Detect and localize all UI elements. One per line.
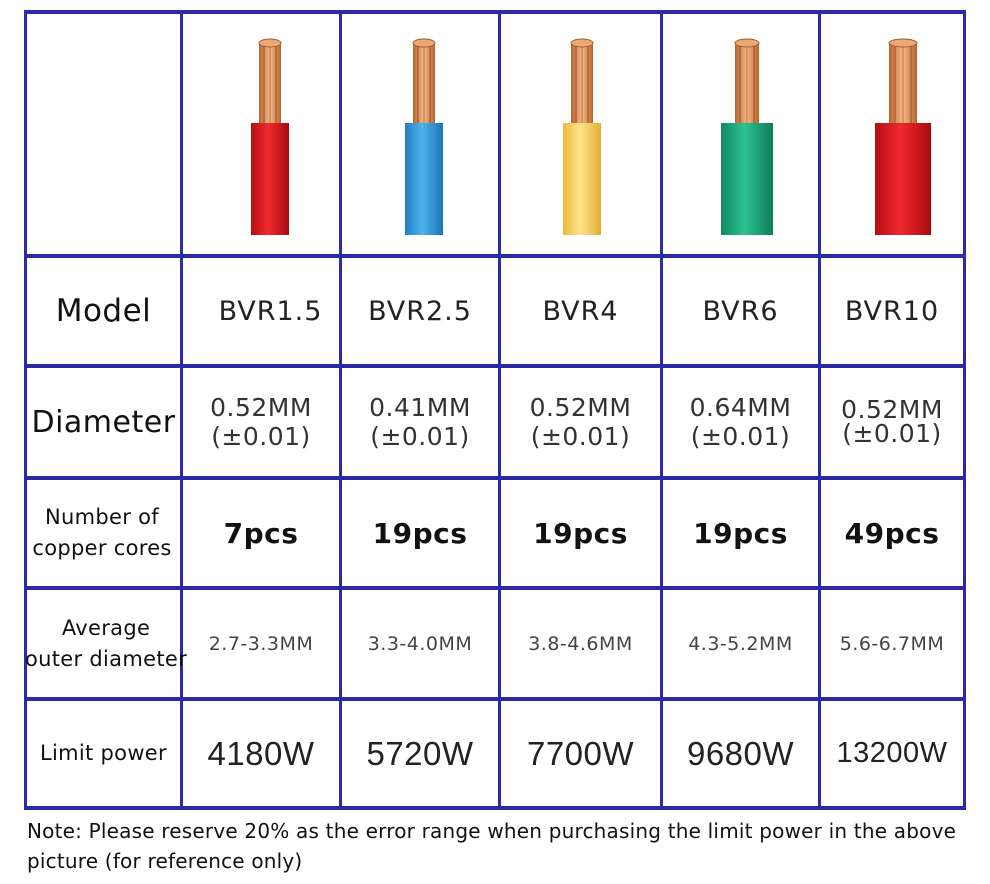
grid-line: [660, 10, 663, 810]
wire-image-bvr6: [721, 38, 773, 235]
power-cell: 9680W: [686, 734, 795, 772]
diameter-value: 0.52MM: [841, 395, 943, 424]
wire-image-bvr2-5: [405, 38, 443, 235]
header-model: Model: [55, 293, 152, 329]
cores-cell: 19pcs: [693, 516, 788, 550]
wire-image-bvr1-5: [251, 38, 289, 235]
model-cell: BVR10: [844, 295, 940, 327]
grid-line: [24, 806, 966, 810]
grid-line: [24, 364, 966, 368]
grid-line: [24, 10, 27, 810]
model-cell: BVR4: [542, 295, 619, 327]
header-diameter: Diameter: [31, 404, 176, 440]
cores-cell: 7pcs: [223, 516, 299, 550]
grid-line: [498, 10, 501, 810]
cores-cell: 19pcs: [533, 516, 628, 550]
diameter-value: 0.52MM: [529, 393, 632, 422]
diameter-tolerance: (±0.01): [211, 422, 311, 451]
header-outer-diameter-line2: outer diameter: [24, 646, 188, 671]
model-cell: BVR2.5: [368, 295, 472, 327]
power-cell: 13200W: [836, 737, 948, 769]
diameter-cell: 0.52MM (±0.01): [821, 368, 963, 476]
grid-line: [24, 476, 966, 480]
outer-diameter-cell: 5.6-6.7MM: [839, 632, 945, 655]
outer-diameter-cell: 3.3-4.0MM: [367, 632, 473, 655]
power-cell: 7700W: [526, 734, 635, 772]
model-cell: BVR6: [702, 295, 779, 327]
wire-image-bvr10: [875, 38, 931, 235]
diameter-cell: 0.52MM (±0.01): [501, 368, 660, 476]
header-outer-diameter: Average outer diameter: [16, 590, 196, 697]
header-outer-diameter-line1: Average: [61, 615, 151, 640]
diameter-tolerance: (±0.01): [530, 422, 631, 451]
grid-line: [24, 586, 966, 590]
grid-line: [963, 10, 966, 810]
diameter-value: 0.64MM: [689, 393, 792, 422]
power-cell: 5720W: [366, 734, 474, 772]
header-limit-power: Limit power: [40, 741, 167, 765]
grid-line: [24, 697, 966, 701]
outer-diameter-cell: 3.8-4.6MM: [528, 632, 633, 655]
wire-image-bvr4: [563, 38, 601, 235]
header-copper-cores-line2: copper cores: [32, 536, 172, 560]
cores-cell: 49pcs: [844, 516, 940, 550]
diameter-cell: 0.52MM (±0.01): [183, 368, 339, 476]
model-cell: BVR1.5: [218, 295, 323, 327]
grid-line: [180, 10, 183, 810]
grid-line: [24, 254, 966, 258]
spec-table: Model BVR1.5 BVR2.5 BVR4 BVR6 BVR10 Diam…: [24, 10, 966, 810]
diameter-value: 0.41MM: [369, 393, 471, 422]
cores-cell: 19pcs: [372, 516, 468, 550]
diameter-cell: 0.41MM (±0.01): [342, 368, 498, 476]
diameter-tolerance: (±0.01): [842, 419, 942, 448]
grid-line: [339, 10, 342, 810]
diameter-tolerance: (±0.01): [370, 422, 470, 451]
outer-diameter-cell: 4.3-5.2MM: [688, 632, 793, 655]
grid-line: [818, 10, 821, 810]
outer-diameter-cell: 2.7-3.3MM: [208, 632, 314, 655]
diameter-cell: 0.64MM (±0.01): [663, 368, 818, 476]
diameter-tolerance: (±0.01): [690, 422, 791, 451]
power-cell: 4180W: [207, 734, 315, 772]
grid-line: [24, 10, 966, 14]
footnote: Note: Please reserve 20% as the error ra…: [27, 819, 957, 873]
diameter-value: 0.52MM: [210, 393, 312, 422]
header-copper-cores: Number of copper cores: [24, 480, 180, 586]
header-copper-cores-line1: Number of: [45, 505, 159, 529]
